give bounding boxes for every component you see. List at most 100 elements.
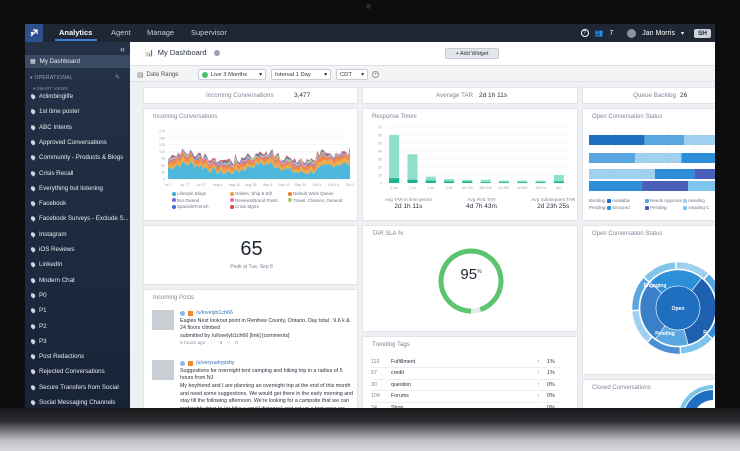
bar-tar[interactable]: [517, 180, 528, 183]
legend-item[interactable]: Available: [607, 197, 645, 204]
status-segment[interactable]: [655, 169, 695, 179]
sidebar-item[interactable]: Secure Transfers from Social: [31, 382, 129, 393]
sidebar-item-my-dashboard[interactable]: ▦ My Dashboard: [25, 55, 130, 68]
live-range-select[interactable]: Live 3 Months ▾: [198, 69, 266, 80]
sidebar-item[interactable]: P2: [31, 321, 129, 332]
comment-icon[interactable]: ○: [227, 340, 231, 346]
post-handle[interactable]: /u/lovelyb1ch66: [196, 310, 233, 316]
stat-queue-backlog[interactable]: Queue Backlog 26: [582, 87, 715, 104]
sidebar-item[interactable]: ABC Intents: [31, 122, 129, 133]
stat-average-tar[interactable]: Average TAR 2d 1h 11s: [362, 87, 578, 104]
section-smart-views[interactable]: ▾ SMART VIEWS: [33, 86, 68, 92]
sidebar-item[interactable]: Facebook: [31, 198, 129, 209]
sidebar-item[interactable]: #climbinglife: [31, 91, 129, 102]
legend-item[interactable]: Default Work Queue: [288, 191, 346, 198]
legend-item[interactable]: Pending: [645, 204, 683, 211]
legend-item[interactable]: Lifestyle Blogs: [172, 191, 230, 198]
sidebar-item[interactable]: Rejected Conversations: [31, 366, 129, 377]
interval-select[interactable]: Interval 1 Day ▾: [271, 69, 331, 80]
bar-first-tar[interactable]: [425, 180, 436, 183]
sidebar-item[interactable]: Modern Chat: [31, 275, 129, 286]
status-segment[interactable]: [641, 181, 688, 191]
legend-item[interactable]: Orders, Ship & Bill: [230, 191, 288, 198]
settings-gear-icon[interactable]: [213, 49, 220, 56]
bar-first-tar[interactable]: [462, 181, 473, 183]
bar-tar[interactable]: [480, 179, 491, 183]
team-icon[interactable]: 👥: [594, 30, 604, 37]
bar-tar[interactable]: [389, 135, 400, 183]
bar-first-tar[interactable]: [444, 181, 455, 183]
area-series[interactable]: [168, 156, 350, 175]
status-segment[interactable]: [635, 153, 682, 163]
stat-incoming-conversations[interactable]: Incoming Conversations 3,477: [143, 87, 358, 104]
legend-item[interactable]: Spanish/French: [172, 204, 230, 211]
status-segment[interactable]: [688, 181, 715, 191]
section-operational[interactable]: ▾ OPERATIONAL ✎: [30, 75, 120, 81]
status-segment[interactable]: [684, 135, 715, 145]
legend-item[interactable]: Snoozed: [607, 204, 645, 211]
bar-tar[interactable]: [407, 154, 418, 183]
bar-tar[interactable]: [535, 180, 546, 183]
sunburst-outer-segment[interactable]: [703, 273, 715, 305]
trending-tag-row[interactable]: 104 Forums ↑ 0%: [371, 391, 561, 403]
sunburst-other[interactable]: [639, 281, 666, 340]
sidebar-item[interactable]: Everything but listening: [31, 183, 129, 194]
bar-tar[interactable]: [425, 176, 436, 183]
sidebar-item[interactable]: Post Redactions: [31, 351, 129, 362]
sidebar-item[interactable]: P3: [31, 336, 129, 347]
status-segment[interactable]: [589, 135, 645, 145]
area-series[interactable]: [168, 161, 350, 179]
add-filter-icon[interactable]: +: [372, 71, 379, 78]
bar-tar[interactable]: [498, 180, 509, 183]
nav-supervisor[interactable]: Supervisor: [191, 28, 227, 37]
bar-tar[interactable]: [444, 179, 455, 183]
app-logo-icon[interactable]: [25, 24, 43, 42]
user-menu-chevron-icon[interactable]: ▾: [680, 30, 684, 37]
legend-item[interactable]: Reviews/Brand Posts: [230, 198, 288, 205]
bar-first-tar[interactable]: [498, 182, 509, 183]
bar-first-tar[interactable]: [535, 182, 546, 183]
gauge-fill[interactable]: [438, 248, 504, 314]
status-segment[interactable]: [681, 153, 715, 163]
status-segment[interactable]: [589, 153, 636, 163]
status-segment[interactable]: [694, 169, 715, 179]
area-series[interactable]: [168, 147, 350, 167]
post-item[interactable]: /u/lovelyb1ch66 Eagles Nest lookout poin…: [152, 310, 357, 358]
add-widget-button[interactable]: + Add Widget: [445, 48, 499, 59]
collapse-sidebar-icon[interactable]: «: [119, 44, 125, 54]
sidebar-item[interactable]: Approved Conversations: [31, 137, 129, 148]
bar-tar[interactable]: [553, 175, 564, 183]
status-segment[interactable]: [589, 181, 642, 191]
sidebar-item[interactable]: Instagram: [31, 229, 129, 240]
bar-first-tar[interactable]: [517, 182, 528, 183]
bar-first-tar[interactable]: [480, 182, 491, 183]
legend-item[interactable]: Travel, Classes, General: [288, 198, 346, 205]
sunburst-outer-segment[interactable]: [647, 336, 681, 355]
user-name[interactable]: Jan Morris: [642, 29, 675, 37]
sidebar-item[interactable]: Crisis Recall: [31, 168, 129, 179]
sunburst-center[interactable]: [656, 286, 700, 330]
sunburst-outer-segment[interactable]: [631, 310, 653, 343]
sidebar-item[interactable]: P1: [31, 305, 129, 316]
sh-button[interactable]: SH: [693, 28, 711, 38]
sunburst-outer-segment[interactable]: [675, 261, 709, 280]
trending-tag-row[interactable]: 57 credit ↑ 1%: [371, 368, 561, 380]
sidebar-item[interactable]: LinkedIn: [31, 259, 129, 270]
sidebar-item[interactable]: Social Messaging Channels: [31, 397, 129, 408]
post-handle[interactable]: /u/veryuahypshy: [196, 360, 235, 366]
sunburst-outer-segment[interactable]: [643, 261, 676, 283]
like-icon[interactable]: ♡: [210, 340, 215, 346]
sidebar-item[interactable]: P0: [31, 290, 129, 301]
legend-item[interactable]: Bot Owned: [172, 198, 230, 205]
bar-tar[interactable]: [462, 179, 473, 183]
sidebar-item[interactable]: Community - Products & Blogs: [31, 152, 129, 163]
sunburst-outer-segment[interactable]: [631, 277, 650, 311]
sidebar-item[interactable]: iOS Reviews: [31, 244, 129, 255]
status-segment[interactable]: [589, 169, 655, 179]
legend-item[interactable]: Needs Approval: [645, 197, 683, 204]
trending-tag-row[interactable]: 30 question ↑ 0%: [371, 379, 561, 392]
sidebar-item[interactable]: Facebook Surveys - Exclude S...: [31, 213, 129, 224]
edit-icon[interactable]: ✎: [115, 75, 121, 81]
trending-tag-row[interactable]: 34 Shop ↓ 0%: [371, 402, 561, 408]
sunburst-outer-segment[interactable]: [680, 333, 713, 355]
